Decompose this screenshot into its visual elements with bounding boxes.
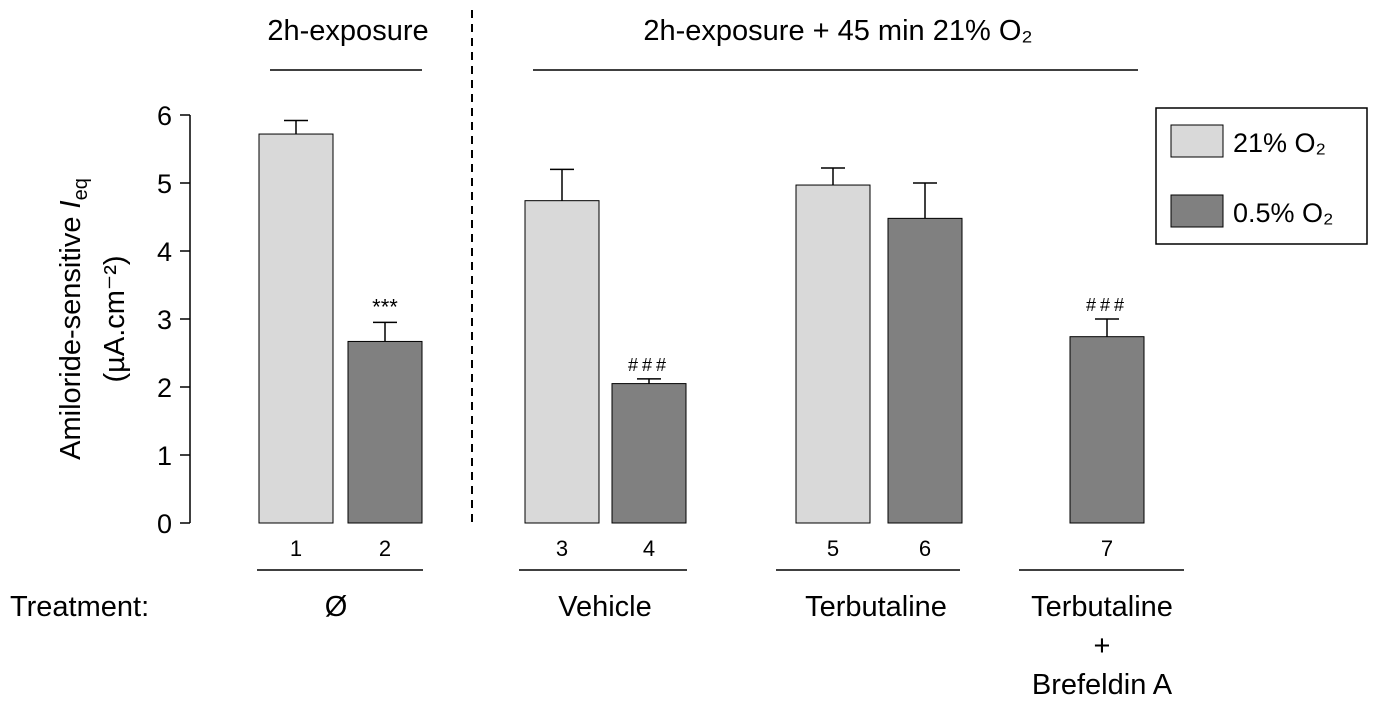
y-axis-units: (µA.cm⁻²) bbox=[99, 255, 131, 382]
x-tick-label: 7 bbox=[1101, 536, 1113, 561]
y-tick-label: 1 bbox=[157, 441, 172, 471]
treatment-name: Terbutaline bbox=[805, 591, 947, 623]
x-tick-label: 5 bbox=[827, 536, 839, 561]
x-tick-label: 6 bbox=[919, 536, 931, 561]
treatment-label: Treatment: bbox=[10, 591, 149, 623]
significance: *** bbox=[372, 294, 398, 319]
bar bbox=[795, 184, 871, 524]
bar bbox=[524, 200, 600, 524]
section-title: 2h-exposure + 45 min 21% O₂ bbox=[643, 15, 1032, 47]
legend-swatch bbox=[1170, 124, 1224, 158]
x-tick-label: 4 bbox=[643, 536, 655, 561]
y-label-symbol: I bbox=[55, 200, 87, 208]
y-tick-label: 5 bbox=[157, 169, 172, 199]
y-axis-label: Amiloride-sensitive Ieq bbox=[55, 178, 92, 460]
bar bbox=[1069, 336, 1145, 524]
bar bbox=[611, 383, 687, 524]
treatment-name: Terbutaline bbox=[1031, 591, 1173, 623]
y-label-subscript: eq bbox=[70, 178, 92, 200]
y-label-text: Amiloride-sensitive bbox=[55, 208, 87, 459]
legend-swatch bbox=[1170, 194, 1224, 228]
treatment-name: Brefeldin A bbox=[1032, 669, 1173, 701]
x-tick-label: 2 bbox=[379, 536, 391, 561]
x-tick-label: 1 bbox=[290, 536, 302, 561]
bar bbox=[887, 217, 963, 524]
treatment-name: Vehicle bbox=[558, 591, 652, 623]
legend-label: 0.5% O₂ bbox=[1233, 198, 1334, 228]
bar bbox=[347, 340, 423, 524]
significance: ### bbox=[628, 355, 670, 375]
x-tick-label: 3 bbox=[556, 536, 568, 561]
treatment-name: + bbox=[1094, 630, 1111, 662]
bar bbox=[258, 133, 334, 524]
y-tick-label: 0 bbox=[157, 509, 172, 539]
treatment-name: Ø bbox=[325, 591, 348, 623]
y-tick-label: 4 bbox=[157, 237, 172, 267]
section-title: 2h-exposure bbox=[267, 15, 428, 47]
significance: ### bbox=[1086, 295, 1128, 315]
legend-label: 21% O₂ bbox=[1233, 128, 1326, 158]
y-tick-label: 6 bbox=[157, 101, 172, 131]
y-tick-label: 3 bbox=[157, 305, 172, 335]
y-tick-label: 2 bbox=[157, 373, 172, 403]
